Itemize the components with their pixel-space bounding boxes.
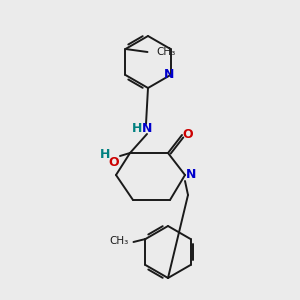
Text: CH₃: CH₃ [110,236,129,246]
Text: N: N [164,68,175,82]
Text: N: N [186,169,196,182]
Text: O: O [109,157,119,169]
Text: H: H [132,122,142,134]
Text: H: H [100,148,110,161]
Text: N: N [142,122,152,134]
Text: CH₃: CH₃ [157,47,176,57]
Text: O: O [183,128,193,140]
